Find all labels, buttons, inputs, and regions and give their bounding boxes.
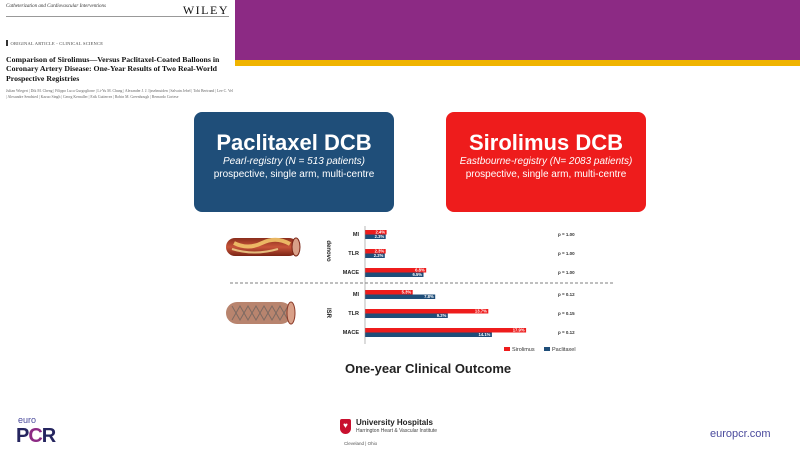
data-label-isr-tlr-paclitaxel: 9.2% [437, 313, 447, 318]
europcr-logo: euro PCR [16, 415, 56, 448]
hospital-name: University Hospitals [356, 418, 433, 427]
legend-swatch-paclitaxel [544, 347, 550, 351]
category-label-denovo-mace: MACE [343, 270, 360, 276]
sirolimus-box: Sirolimus DCB Eastbourne-registry (N= 20… [446, 112, 646, 212]
bar-denovo-mi-paclitaxel [365, 234, 386, 239]
bar-isr-mi-sirolimus [365, 290, 413, 295]
hospital-city: Cleveland | Ohio [344, 441, 378, 446]
data-label-denovo-mace-paclitaxel: 6.5% [412, 272, 422, 277]
logo-letter-r: R [41, 425, 56, 447]
bar-isr-mace-sirolimus [365, 328, 527, 333]
paper-header: Catheterization and Cardiovascular Inter… [0, 0, 235, 112]
bar-denovo-tlr-paclitaxel [365, 253, 385, 258]
category-label-isr-mi: MI [353, 292, 360, 298]
paper-rule [6, 16, 229, 17]
bar-isr-mi-paclitaxel [365, 294, 436, 299]
data-label-isr-mace-paclitaxel: 14.1% [479, 332, 491, 337]
sirolimus-design: prospective, single arm, multi-centre [465, 169, 627, 180]
data-label-isr-mi-paclitaxel: 7.8% [424, 294, 434, 299]
bar-isr-tlr-sirolimus [365, 309, 489, 314]
bar-isr-mace-paclitaxel [365, 332, 492, 337]
data-label-isr-tlr-sirolimus: 13.7% [475, 309, 487, 314]
logo-letter-c: C [28, 425, 42, 447]
logo-pcr-text: PCR [16, 425, 56, 447]
p-value-isr-mi: p = 0.12 [558, 292, 575, 297]
category-label-denovo-tlr: TLR [348, 251, 359, 257]
sirolimus-registry: Eastbourne-registry (N= 2083 patients) [459, 156, 633, 167]
hospital-crest-icon: ♥ [340, 419, 351, 434]
isr-vessel-icon [226, 301, 296, 325]
logo-euro-text: euro [18, 415, 37, 425]
header-accent-stripe [235, 60, 800, 66]
data-label-denovo-mi-paclitaxel: 2.3% [375, 234, 385, 239]
legend-swatch-sirolimus [504, 347, 510, 351]
hospital-institute: Harrington Heart & Vascular Institute [356, 428, 438, 434]
article-type: ORIGINAL ARTICLE - CLINICAL SCIENCE [6, 40, 103, 46]
category-label-isr-mace: MACE [343, 330, 360, 336]
p-value-denovo-mi: p = 1.00 [558, 232, 575, 237]
data-label-isr-mi-sirolimus: 5.3% [402, 290, 412, 295]
p-value-isr-mace: p = 0.12 [558, 330, 575, 335]
p-value-denovo-tlr: p = 1.00 [558, 251, 575, 256]
paclitaxel-registry: Pearl-registry (N = 513 patients) [222, 156, 365, 167]
category-label-isr-tlr: TLR [348, 311, 359, 317]
bar-denovo-mace-sirolimus [365, 268, 427, 273]
bar-denovo-mi-sirolimus [365, 230, 387, 235]
bar-isr-tlr-paclitaxel [365, 313, 448, 318]
chart-heading: One-year Clinical Outcome [345, 361, 512, 376]
sirolimus-title: Sirolimus DCB [468, 130, 624, 155]
p-value-isr-tlr: p = 0.15 [558, 311, 575, 316]
paclitaxel-box: Paclitaxel DCB Pearl-registry (N = 513 p… [194, 112, 394, 212]
category-label-denovo-mi: MI [353, 232, 360, 238]
group-label-denovo: denovo [325, 240, 331, 262]
data-label-isr-mace-sirolimus: 17.9% [513, 328, 525, 333]
data-label-denovo-tlr-sirolimus: 2.3% [375, 249, 385, 254]
publisher-logo: WILEY [182, 3, 229, 17]
legend-label-sirolimus: Sirolimus [512, 347, 535, 353]
data-label-denovo-mace-sirolimus: 6.8% [415, 268, 425, 273]
bar-denovo-mace-paclitaxel [365, 272, 424, 277]
chart-legend: Sirolimus Paclitaxel [504, 347, 576, 353]
bar-denovo-tlr-sirolimus [365, 249, 386, 254]
denovo-vessel-icon [226, 237, 301, 257]
logo-letter-p: P [16, 425, 29, 447]
paclitaxel-design: prospective, single arm, multi-centre [213, 169, 375, 180]
journal-name: Catheterization and Cardiovascular Inter… [6, 4, 106, 9]
website-link[interactable]: europcr.com [710, 428, 771, 440]
paclitaxel-title: Paclitaxel DCB [216, 130, 372, 155]
legend-label-paclitaxel: Paclitaxel [552, 347, 576, 353]
p-value-denovo-mace: p = 1.00 [558, 270, 575, 275]
paper-title: Comparison of Sirolimus—Versus Paclitaxe… [6, 55, 220, 83]
data-label-denovo-tlr-paclitaxel: 2.2% [374, 253, 384, 258]
group-label-isr: ISR [325, 308, 331, 319]
paper-authors: Julian Wiegert | Dik M. Cheng | Filippo … [6, 89, 234, 99]
data-label-denovo-mi-sirolimus: 2.4% [376, 230, 386, 235]
